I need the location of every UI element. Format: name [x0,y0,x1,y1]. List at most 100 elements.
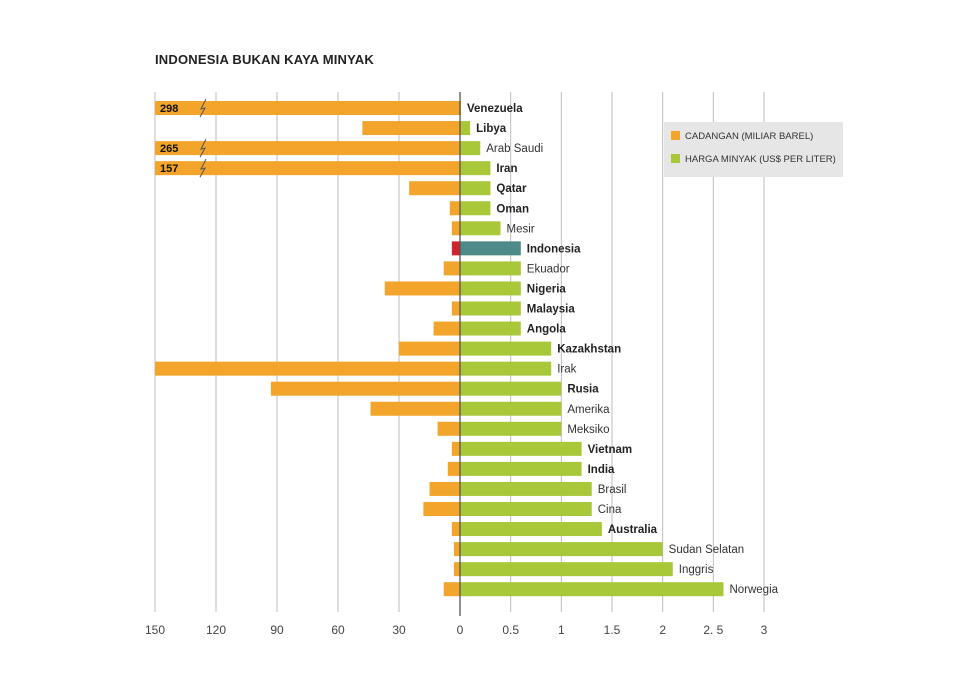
bar-price-kazakhstan [460,341,552,356]
x-tick-left-120: 120 [206,623,226,637]
bar-price-amerika [460,401,562,416]
bar-price-malaysia [460,301,521,316]
category-label-india: India [588,464,615,476]
bar-price-libya [460,121,471,136]
bar-price-ekuador [460,261,521,276]
axis-break-icon-arab-saudi [199,138,207,158]
bar-price-sudan-selatan [460,542,663,557]
category-label-iran: Iran [496,163,517,175]
category-label-norwegia: Norwegia [729,584,778,596]
bar-price-inggris [460,562,673,577]
bar-price-oman [460,201,491,216]
x-tick-right-2.5: 2. 5 [703,623,723,637]
category-label-australia: Australia [608,524,658,536]
bar-price-indonesia [460,241,521,256]
bar-reserves-sudan-selatan [453,542,460,557]
bar-reserves-iran [155,161,460,176]
legend-label-price: HARGA MINYAK (US$ PER LITER) [685,154,836,165]
bar-price-cina [460,502,592,516]
bar-reserves-nigeria [384,281,460,296]
axis-break-icon-venezuela [199,98,207,118]
bar-price-qatar [460,181,491,196]
bar-price-rusia [460,381,562,396]
category-label-indonesia: Indonesia [527,243,581,255]
labels: 298 Venezuela Libya 265 Arab Saudi 157 Iran Qat… [160,98,779,596]
bar-reserves-ekuador [443,261,460,276]
category-label-venezuela: Venezuela [467,103,523,115]
bar-price-irak [460,361,552,376]
bar-price-india [460,461,582,476]
bar-reserves-indonesia [451,241,460,256]
bar-reserves-malaysia [451,301,460,316]
x-tick-right-3: 3 [761,623,768,637]
bar-price-nigeria [460,281,521,296]
legend-label-reserves: CADANGAN (MILIAR BAREL) [685,131,814,142]
bar-reserves-india [447,461,460,476]
bar-reserves-brasil [429,481,460,496]
bar-reserves-oman [449,201,460,216]
legend: CADANGAN (MILIAR BAREL) HARGA MINYAK (US… [664,122,843,177]
bar-reserves-cina [423,502,460,516]
category-label-arab-saudi: Arab Saudi [486,143,543,155]
category-label-mesir: Mesir [507,223,535,235]
bar-price-angola [460,321,521,336]
x-tick-left-30: 30 [392,623,406,637]
bar-reserves-venezuela [155,101,460,115]
category-label-kazakhstan: Kazakhstan [557,344,621,356]
category-label-amerika: Amerika [567,404,610,416]
bar-reserves-arab-saudi [155,141,460,156]
bar-reserves-amerika [370,401,460,416]
bar-reserves-angola [433,321,460,336]
category-label-ekuador: Ekuador [527,263,570,275]
bar-reserves-inggris [453,562,460,577]
x-tick-right-0.5: 0.5 [502,623,519,637]
bar-value-label-arab-saudi: 265 [160,143,178,155]
category-label-malaysia: Malaysia [527,304,576,316]
category-label-oman: Oman [496,203,529,215]
category-label-brasil: Brasil [598,484,627,496]
bar-reserves-norwegia [443,582,460,597]
bar-reserves-kazakhstan [399,341,460,356]
category-label-sudan-selatan: Sudan Selatan [669,544,744,556]
bar-price-iran [460,161,491,176]
legend-item-reserves: CADANGAN (MILIAR BAREL) [671,131,813,142]
category-label-angola: Angola [527,324,567,336]
category-label-nigeria: Nigeria [527,283,567,295]
category-label-vietnam: Vietnam [588,444,633,456]
bar-price-brasil [460,481,592,496]
x-tick-left-150: 150 [145,623,165,637]
bar-reserves-mesir [451,221,460,236]
axes: 150 120 90 60 30 0 0.5 1 1.5 2 2. 5 3 [145,92,768,637]
legend-swatch-reserves [671,131,680,140]
category-label-rusia: Rusia [567,384,599,396]
bar-price-norwegia [460,582,724,597]
bar-reserves-irak [155,361,460,376]
bars [155,101,724,597]
x-tick-right-1.5: 1.5 [604,623,621,637]
bar-reserves-meksiko [437,421,460,436]
legend-swatch-price [671,154,680,163]
category-label-cina: Cina [598,504,622,516]
bar-price-australia [460,522,602,537]
x-tick-right-2: 2 [659,623,666,637]
x-tick-left-0: 0 [457,623,464,637]
axis-break-icon-iran [199,158,207,178]
bar-reserves-australia [451,522,460,537]
bar-reserves-vietnam [451,441,460,456]
bar-price-vietnam [460,441,582,456]
x-tick-right-1: 1 [558,623,565,637]
bar-reserves-qatar [409,181,460,196]
category-label-irak: Irak [557,364,576,376]
bar-value-label-venezuela: 298 [160,103,178,115]
bar-price-mesir [460,221,501,236]
x-tick-left-90: 90 [270,623,284,637]
bar-value-label-iran: 157 [160,163,178,175]
bar-reserves-libya [362,121,460,136]
legend-item-price: HARGA MINYAK (US$ PER LITER) [671,154,836,165]
x-tick-left-60: 60 [331,623,345,637]
category-label-libya: Libya [476,123,507,135]
chart-title: INDONESIA BUKAN KAYA MINYAK [155,52,374,67]
category-label-qatar: Qatar [496,183,527,195]
category-label-inggris: Inggris [679,564,714,576]
